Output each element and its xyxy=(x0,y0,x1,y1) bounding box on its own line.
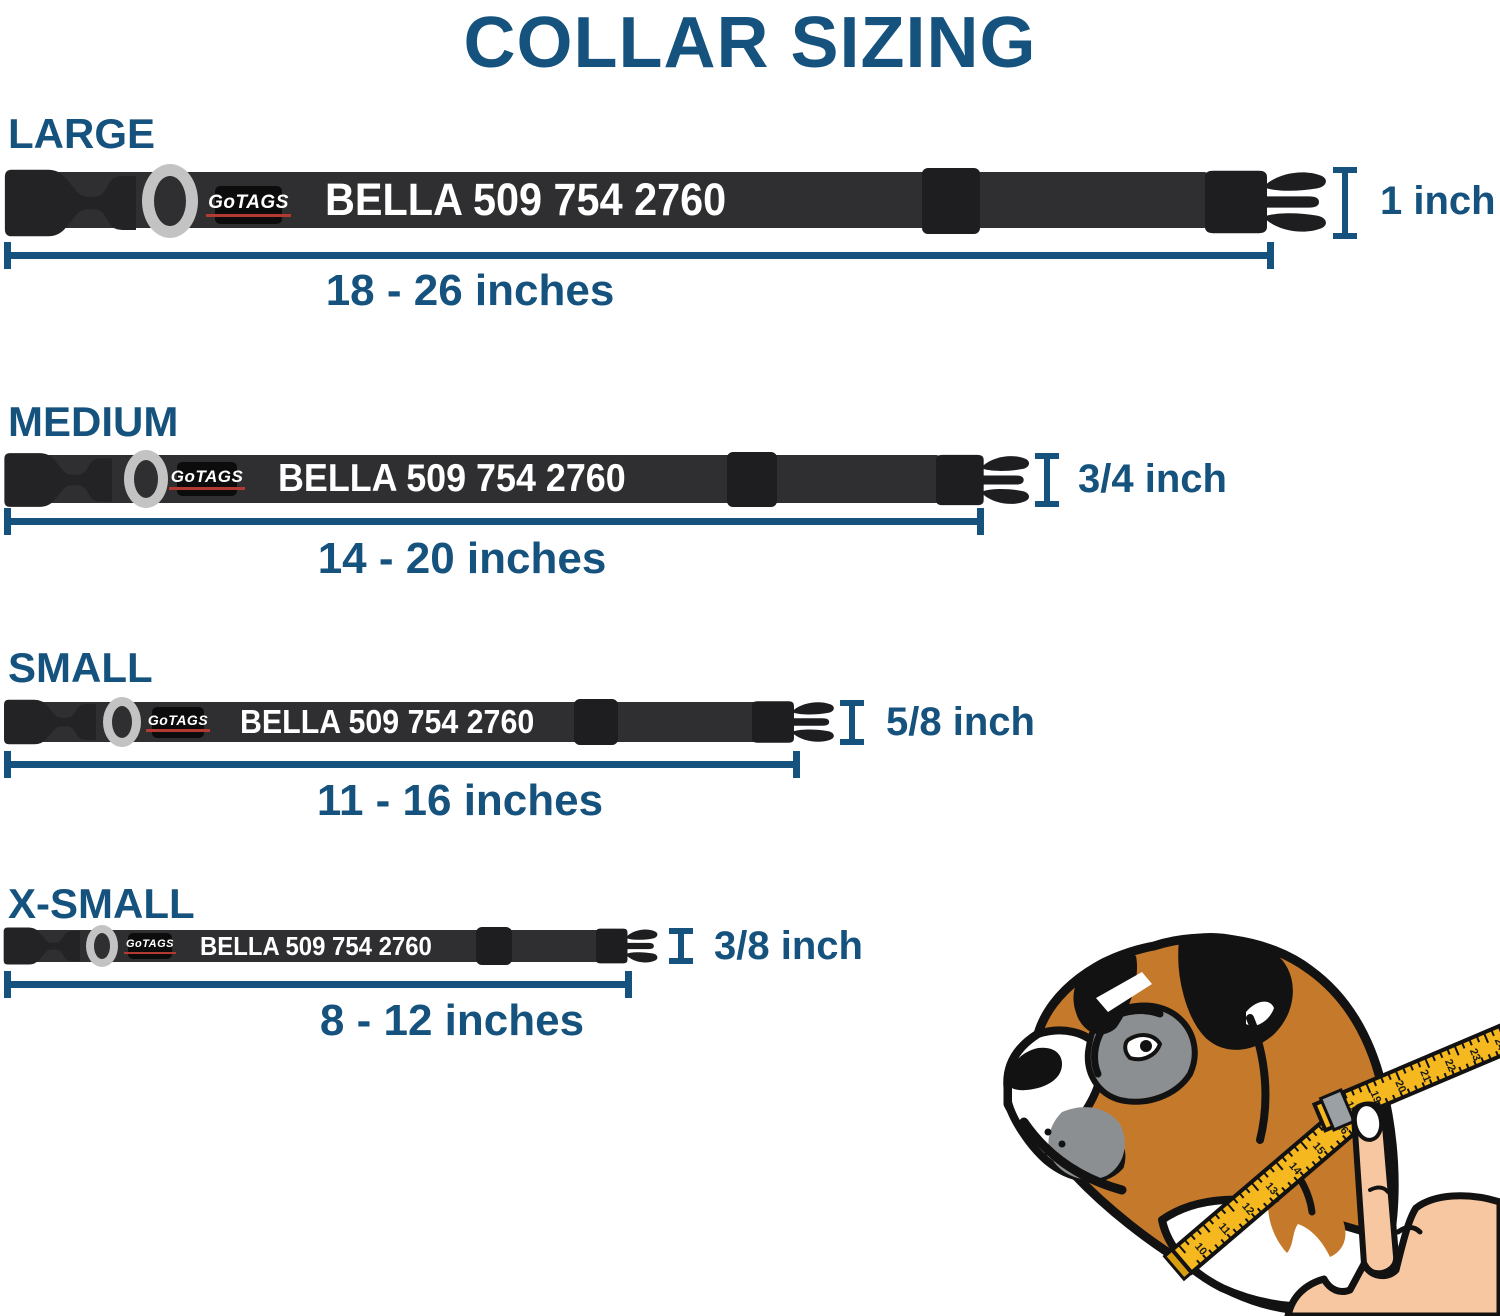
length-range-label: 14 - 20 inches xyxy=(317,534,607,583)
personalized-name-text: BELLA 509 754 2760 xyxy=(200,930,432,961)
page-title: COLLAR SIZING xyxy=(463,3,1037,83)
personalized-name-text: BELLA 509 754 2760 xyxy=(278,457,626,500)
gotags-logo-patch: GoTAGS xyxy=(206,186,291,224)
buckle-right xyxy=(596,928,658,964)
gotags-logo-text: GoTAGS xyxy=(145,713,211,732)
length-dimension-line xyxy=(4,971,632,998)
length-dimension-line xyxy=(4,751,800,778)
tri-glide-slider xyxy=(727,452,777,507)
buckle-left xyxy=(4,699,96,745)
gotags-logo-text: GoTAGS xyxy=(168,468,246,490)
tape-number: 24 xyxy=(1492,1036,1500,1053)
size-label: SMALL xyxy=(8,644,153,691)
buckle-right xyxy=(1205,170,1326,234)
gotags-logo-text: GoTAGS xyxy=(206,193,291,217)
d-ring xyxy=(103,697,141,747)
width-label: 5/8 inch xyxy=(886,699,1035,744)
size-label: MEDIUM xyxy=(8,398,179,445)
hand-knuckle-crease xyxy=(1395,1225,1423,1235)
tape-number: 21 xyxy=(1417,1068,1433,1084)
tri-glide-slider xyxy=(574,699,618,745)
length-dimension-line xyxy=(4,508,984,535)
dog-neck-fur xyxy=(1268,1200,1346,1257)
gotags-logo-patch: GoTAGS xyxy=(124,933,177,959)
fingernail xyxy=(1352,1102,1384,1142)
personalized-name-text: BELLA 509 754 2760 xyxy=(325,174,727,225)
length-range-label: 11 - 16 inches xyxy=(316,776,604,825)
width-label: 3/8 inch xyxy=(714,923,863,968)
gotags-logo-patch: GoTAGS xyxy=(168,462,246,496)
size-label: X-SMALL xyxy=(8,880,195,927)
width-label: 3/4 inch xyxy=(1078,456,1227,501)
dog-pupil xyxy=(1140,1040,1152,1052)
tape-clip xyxy=(1318,1088,1357,1132)
length-dimension-line xyxy=(4,242,1274,269)
dog-freckles xyxy=(1044,1128,1066,1156)
gotags-logo-patch: GoTAGS xyxy=(145,707,211,738)
buckle-left xyxy=(4,169,136,237)
length-range-label: 18 - 26 inches xyxy=(325,266,615,315)
dog-blaze xyxy=(1096,972,1152,1012)
tape-number: 22 xyxy=(1442,1057,1458,1073)
width-indicator xyxy=(1035,453,1059,507)
finger-crease xyxy=(1368,1185,1390,1194)
d-ring xyxy=(124,450,168,508)
tri-glide-slider xyxy=(922,168,980,234)
collar-strap xyxy=(22,702,760,742)
width-indicator xyxy=(840,700,864,745)
buckle-right xyxy=(936,454,1030,506)
tape-number: 23 xyxy=(1467,1047,1483,1063)
tape-number: 19 xyxy=(1367,1089,1383,1105)
size-label: LARGE xyxy=(8,110,155,157)
buckle-left xyxy=(4,453,112,507)
d-ring xyxy=(142,164,198,238)
dog-neck-shading xyxy=(1246,1014,1270,1144)
personalized-name-text: BELLA 509 754 2760 xyxy=(240,703,535,740)
length-range-label: 8 - 12 inches xyxy=(319,996,585,1045)
width-indicator xyxy=(1333,167,1357,239)
width-indicator xyxy=(669,928,693,964)
gotags-logo-text: GoTAGS xyxy=(124,938,177,954)
hand-palm-arm xyxy=(1284,1192,1500,1316)
buckle-left xyxy=(3,927,80,965)
dog-mouth-line xyxy=(1019,1117,1127,1195)
width-label: 1 inch xyxy=(1380,178,1496,223)
tri-glide-slider xyxy=(476,927,512,965)
dog-nose xyxy=(1008,1047,1062,1091)
tape-number: 20 xyxy=(1392,1079,1408,1095)
buckle-right xyxy=(752,701,834,743)
d-ring xyxy=(86,925,118,967)
